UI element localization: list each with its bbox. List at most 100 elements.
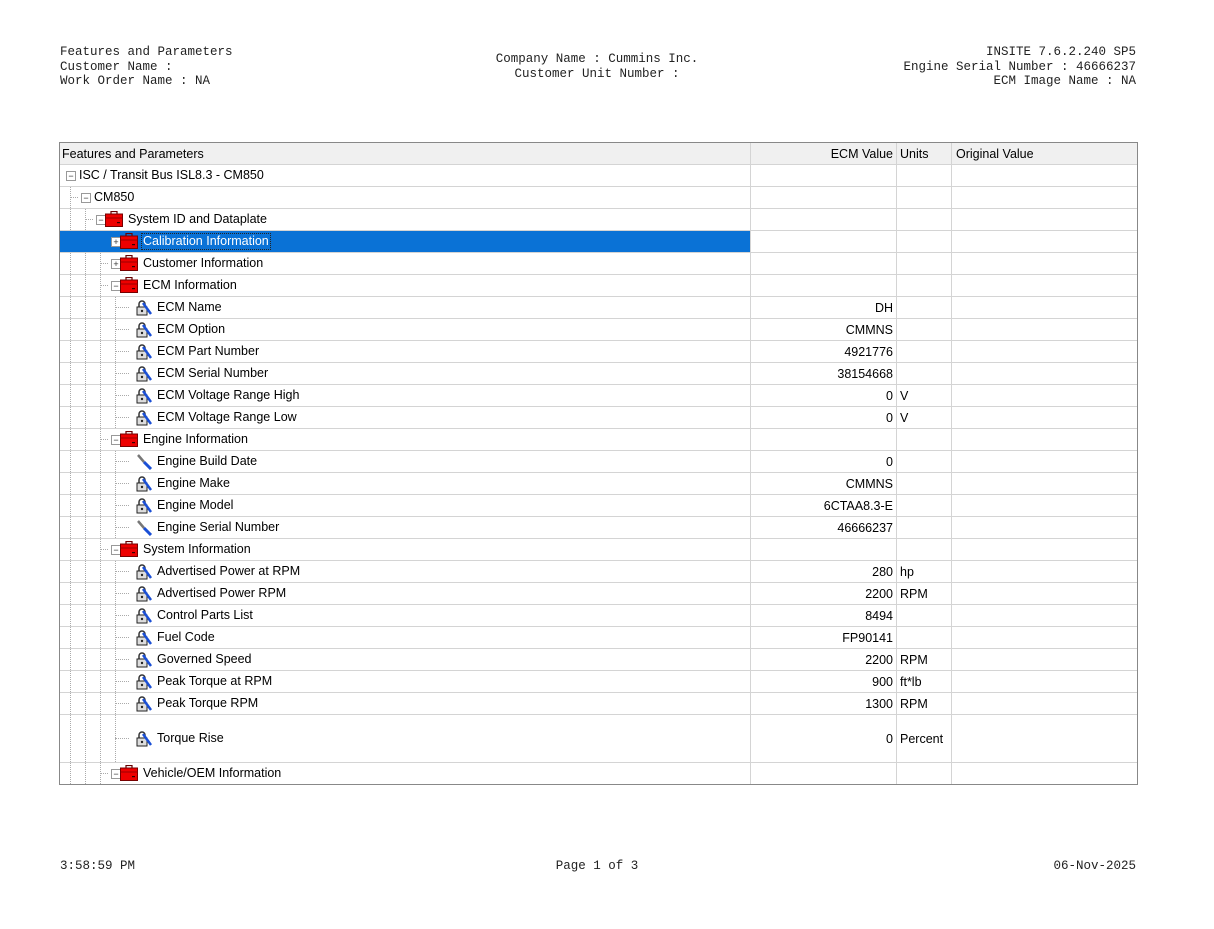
table-row[interactable]: ECM Part Number 4921776 — [60, 341, 1137, 363]
column-header-ecm-value[interactable]: ECM Value — [750, 143, 896, 164]
table-row[interactable]: Engine Make CMMNS — [60, 473, 1137, 495]
feature-label: Engine Serial Number — [157, 520, 280, 534]
feature-cell[interactable]: Engine Make — [60, 473, 750, 494]
feature-cell[interactable]: Torque Rise — [60, 715, 750, 762]
feature-cell[interactable]: − ECM Information — [60, 275, 750, 296]
table-row[interactable]: Engine Serial Number 46666237 — [60, 517, 1137, 539]
feature-cell[interactable]: − Engine Information — [60, 429, 750, 450]
tree-line — [85, 319, 86, 340]
folder-icon — [120, 764, 138, 781]
feature-cell[interactable]: ECM Name — [60, 297, 750, 318]
feature-label: Advertised Power at RPM — [157, 564, 301, 578]
tree-line — [70, 763, 71, 784]
feature-cell[interactable]: ECM Serial Number — [60, 363, 750, 384]
folder-icon — [120, 540, 138, 557]
table-row[interactable]: − Engine Information — [60, 429, 1137, 451]
table-row[interactable]: + Customer Information — [60, 253, 1137, 275]
table-row[interactable]: Peak Torque RPM 1300 RPM — [60, 693, 1137, 715]
feature-cell[interactable]: Peak Torque at RPM — [60, 671, 750, 692]
feature-label: Customer Information — [143, 256, 264, 270]
table-row[interactable]: − System ID and Dataplate — [60, 209, 1137, 231]
feature-cell[interactable]: Engine Model — [60, 495, 750, 516]
feature-cell[interactable]: ECM Voltage Range Low — [60, 407, 750, 428]
tree-line — [115, 703, 129, 704]
ecm-value-cell: 38154668 — [750, 363, 896, 384]
ecm-value-cell — [750, 209, 896, 230]
footer-date: 06-Nov-2025 — [1053, 859, 1136, 873]
feature-label: Peak Torque at RPM — [157, 674, 273, 688]
table-row[interactable]: − System Information — [60, 539, 1137, 561]
feature-cell[interactable]: Governed Speed — [60, 649, 750, 670]
feature-label: ECM Voltage Range High — [157, 388, 300, 402]
feature-cell[interactable]: + Calibration Information — [60, 231, 750, 252]
feature-cell[interactable]: ECM Part Number — [60, 341, 750, 362]
feature-cell[interactable]: Engine Build Date — [60, 451, 750, 472]
tree-line — [70, 209, 71, 230]
table-row[interactable]: ECM Serial Number 38154668 — [60, 363, 1137, 385]
folder-icon — [105, 210, 123, 227]
table-row[interactable]: − CM850 — [60, 187, 1137, 209]
tree-line — [115, 738, 129, 739]
feature-cell[interactable]: − CM850 — [60, 187, 750, 208]
table-row[interactable]: ECM Voltage Range Low 0 V — [60, 407, 1137, 429]
feature-cell[interactable]: Advertised Power at RPM — [60, 561, 750, 582]
table-row[interactable]: Engine Build Date 0 — [60, 451, 1137, 473]
feature-cell[interactable]: − System ID and Dataplate — [60, 209, 750, 230]
feature-cell[interactable]: ECM Option — [60, 319, 750, 340]
feature-cell[interactable]: Engine Serial Number — [60, 517, 750, 538]
tree-line — [100, 649, 101, 670]
table-row[interactable]: Control Parts List 8494 — [60, 605, 1137, 627]
tree-line — [115, 615, 129, 616]
feature-cell[interactable]: Peak Torque RPM — [60, 693, 750, 714]
table-row[interactable]: − Vehicle/OEM Information — [60, 763, 1137, 784]
collapse-icon[interactable]: − — [66, 171, 76, 181]
feature-cell[interactable]: ECM Voltage Range High — [60, 385, 750, 406]
table-row[interactable]: − ECM Information — [60, 275, 1137, 297]
feature-cell[interactable]: Advertised Power RPM — [60, 583, 750, 604]
table-row[interactable]: Advertised Power RPM 2200 RPM — [60, 583, 1137, 605]
tree-line — [115, 571, 129, 572]
column-header-original-value[interactable]: Original Value — [951, 143, 1137, 164]
feature-cell[interactable]: + Customer Information — [60, 253, 750, 274]
feature-cell[interactable]: Control Parts List — [60, 605, 750, 626]
ecm-value-cell — [750, 763, 896, 784]
table-row[interactable]: − ISC / Transit Bus ISL8.3 - CM850 — [60, 165, 1137, 187]
table-row[interactable]: ECM Option CMMNS — [60, 319, 1137, 341]
tree-line — [100, 561, 101, 582]
table-row[interactable]: Peak Torque at RPM 900 ft*lb — [60, 671, 1137, 693]
tree-line — [115, 483, 129, 484]
table-row[interactable]: + Calibration Information — [60, 231, 1137, 253]
units-cell — [896, 517, 951, 538]
table-row[interactable]: ECM Name DH — [60, 297, 1137, 319]
units-cell: ft*lb — [896, 671, 951, 692]
feature-label: ECM Information — [143, 278, 237, 292]
feature-cell[interactable]: − System Information — [60, 539, 750, 560]
column-header-features[interactable]: Features and Parameters — [62, 146, 204, 161]
features-parameters-table: Features and Parameters ECM Value Units … — [59, 142, 1138, 785]
ecm-value-cell: 0 — [750, 407, 896, 428]
table-row[interactable]: Advertised Power at RPM 280 hp — [60, 561, 1137, 583]
original-value-cell — [951, 275, 1137, 296]
tree-line — [85, 583, 86, 604]
table-row[interactable]: Engine Model 6CTAA8.3-E — [60, 495, 1137, 517]
original-value-cell — [951, 561, 1137, 582]
tree-line — [100, 773, 108, 774]
table-row[interactable]: ECM Voltage Range High 0 V — [60, 385, 1137, 407]
ecm-value-cell: 46666237 — [750, 517, 896, 538]
table-row[interactable]: Governed Speed 2200 RPM — [60, 649, 1137, 671]
feature-cell[interactable]: − Vehicle/OEM Information — [60, 763, 750, 784]
units-cell — [896, 539, 951, 560]
table-row[interactable]: Fuel Code FP90141 — [60, 627, 1137, 649]
column-header-units[interactable]: Units — [896, 143, 951, 164]
original-value-cell — [951, 451, 1137, 472]
feature-cell[interactable]: Fuel Code — [60, 627, 750, 648]
feature-cell[interactable]: − ISC / Transit Bus ISL8.3 - CM850 — [60, 165, 750, 186]
table-row[interactable]: Torque Rise 0 Percent — [60, 715, 1137, 763]
units-cell — [896, 495, 951, 516]
collapse-icon[interactable]: − — [81, 193, 91, 203]
tree-line — [85, 649, 86, 670]
locked-parameter-icon — [135, 695, 153, 712]
tree-line — [70, 627, 71, 648]
units-cell — [896, 319, 951, 340]
tree-line — [70, 197, 78, 198]
